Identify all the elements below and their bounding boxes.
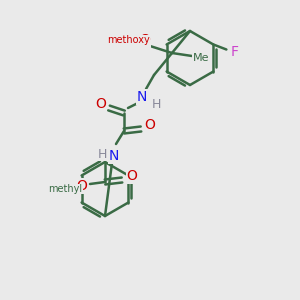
Text: N: N [137, 90, 147, 104]
Text: O: O [76, 179, 87, 193]
Text: O: O [140, 33, 150, 47]
Text: H: H [97, 148, 107, 160]
Text: Me: Me [193, 53, 209, 63]
Text: O: O [127, 169, 137, 183]
Text: O: O [96, 97, 106, 111]
Text: F: F [230, 46, 238, 59]
Text: methoxy: methoxy [106, 35, 149, 45]
Text: H: H [151, 98, 161, 112]
Text: O: O [145, 118, 155, 132]
Text: methyl: methyl [48, 184, 82, 194]
Text: N: N [109, 149, 119, 163]
